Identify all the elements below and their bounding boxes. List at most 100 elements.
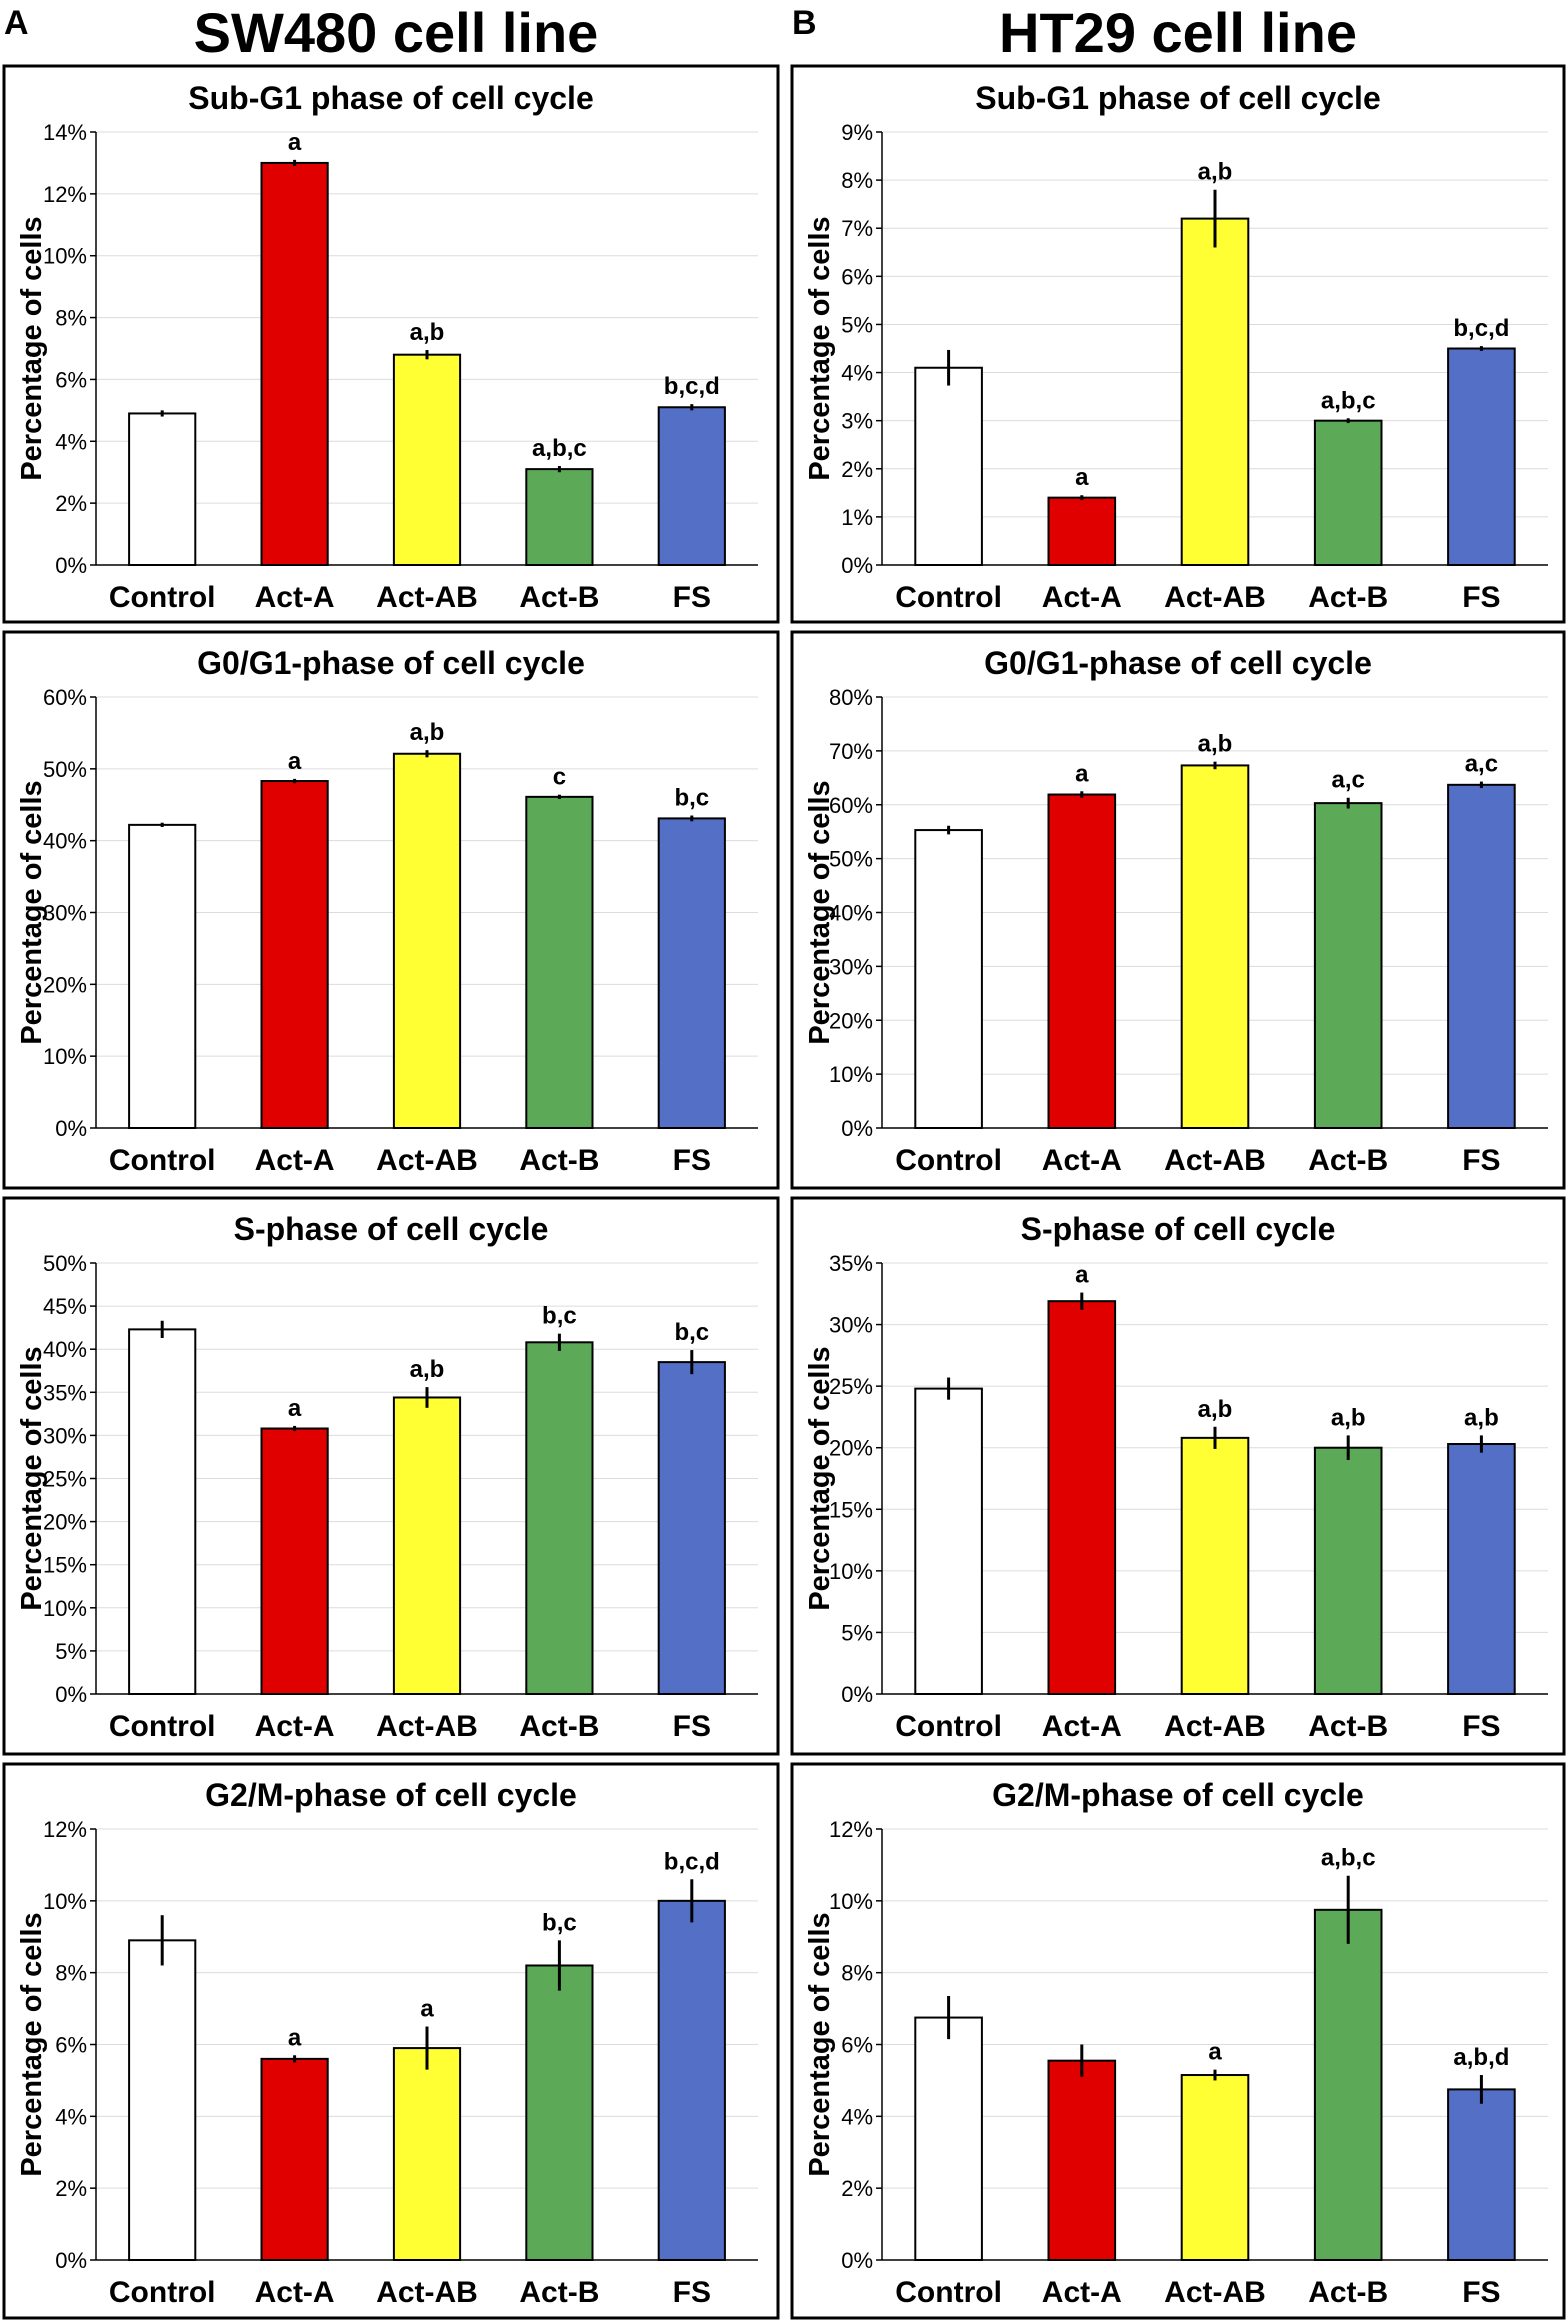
chart-frame <box>2 1762 780 2320</box>
y-tick-label: 0% <box>841 1116 873 1141</box>
significance-label-a: a <box>1075 1262 1089 1289</box>
x-tick-label-control: Control <box>109 2276 216 2309</box>
x-tick-label-act-b: Act-B <box>519 1144 599 1177</box>
bar-control <box>914 1387 983 1695</box>
bar-control <box>128 1939 197 2261</box>
y-tick-label: 20% <box>829 1008 873 1033</box>
chart-title: S-phase of cell cycle <box>1021 1211 1336 1247</box>
chart-title: Sub-G1 phase of cell cycle <box>975 80 1380 116</box>
bar-act-a <box>260 1427 329 1696</box>
y-tick-label: 30% <box>829 954 873 979</box>
bar-control <box>128 1328 197 1696</box>
y-tick-label: 12% <box>43 182 87 207</box>
x-tick-label-act-ab: Act-AB <box>376 1710 478 1743</box>
bar-act-b <box>525 1341 594 1695</box>
significance-label-b-c: b,c <box>542 1909 577 1936</box>
y-tick-label: 10% <box>43 244 87 269</box>
chart-panel-2: Sub-G1 phase of cell cycle Percentage of … <box>790 64 1566 624</box>
bar-act-a <box>1047 793 1117 1129</box>
significance-label-b-c: b,c <box>674 785 709 812</box>
y-tick-label: 40% <box>43 829 87 854</box>
bar-control <box>914 829 983 1129</box>
significance-label-a-b: a,b <box>1198 731 1233 758</box>
panel-b-letter: B <box>792 4 817 42</box>
x-tick-label-control: Control <box>895 581 1002 614</box>
x-tick-label-act-ab: Act-AB <box>376 1144 478 1177</box>
y-tick-label: 10% <box>43 1596 87 1621</box>
bar-fs <box>657 1361 726 1695</box>
chart-title: S-phase of cell cycle <box>234 1211 549 1247</box>
y-axis-label: Percentage of cells <box>804 216 836 480</box>
y-tick-label: 5% <box>55 1639 87 1664</box>
y-tick-label: 15% <box>43 1553 87 1578</box>
x-tick-label-act-ab: Act-AB <box>376 2276 478 2309</box>
x-tick-label-act-ab: Act-AB <box>376 581 478 614</box>
bar-fs <box>1447 783 1516 1129</box>
y-tick-label: 40% <box>829 901 873 926</box>
bar-act-ab <box>392 353 462 566</box>
y-tick-label: 12% <box>43 1817 87 1842</box>
bar-act-b <box>525 795 594 1129</box>
x-tick-label-fs: FS <box>673 2276 711 2309</box>
x-tick-label-fs: FS <box>673 581 711 614</box>
y-tick-label: 30% <box>43 901 87 926</box>
x-tick-label-act-b: Act-B <box>1308 2276 1388 2309</box>
x-tick-label-act-a: Act-A <box>255 581 335 614</box>
column-b-title: HT29 cell line <box>999 1 1357 64</box>
y-tick-label: 10% <box>829 1889 873 1914</box>
y-tick-label: 70% <box>829 739 873 764</box>
y-tick-label: 0% <box>55 1682 87 1707</box>
significance-label-b-c-d: b,c,d <box>664 1848 720 1875</box>
bar-act-a <box>1047 496 1117 566</box>
y-axis-label: Percentage of cells <box>16 1912 48 2176</box>
y-tick-label: 5% <box>841 1620 873 1645</box>
x-tick-label-control: Control <box>109 1144 216 1177</box>
bar-act-b <box>1313 802 1383 1129</box>
y-tick-label: 0% <box>55 553 87 578</box>
significance-label-a: a <box>420 1996 434 2023</box>
chart-panel-5: S-phase of cell cycle Percentage of cells… <box>2 1196 780 1756</box>
y-tick-label: 4% <box>55 429 87 454</box>
chart-frame <box>2 630 780 1190</box>
x-tick-label-fs: FS <box>673 1710 711 1743</box>
x-tick-label-act-b: Act-B <box>1308 1710 1388 1743</box>
bar-act-b <box>525 1964 594 2261</box>
y-tick-label: 20% <box>43 1510 87 1535</box>
y-tick-label: 10% <box>43 1889 87 1914</box>
y-tick-label: 50% <box>43 1251 87 1276</box>
y-tick-label: 4% <box>841 2104 873 2129</box>
x-tick-label-act-b: Act-B <box>1308 1144 1388 1177</box>
chart-title: G2/M-phase of cell cycle <box>205 1777 577 1813</box>
chart-title: G0/G1-phase of cell cycle <box>197 645 585 681</box>
y-tick-label: 35% <box>43 1380 87 1405</box>
chart-panel-3: G0/G1-phase of cell cycle Percentage of c… <box>2 630 780 1190</box>
y-tick-label: 8% <box>55 306 87 331</box>
significance-label-a: a <box>1208 2039 1222 2066</box>
significance-label-a-b-c: a,b,c <box>1321 1845 1376 1872</box>
bar-fs <box>1447 347 1516 566</box>
y-tick-label: 8% <box>841 168 873 193</box>
significance-label-a: a <box>1075 760 1089 787</box>
y-tick-label: 2% <box>841 457 873 482</box>
y-tick-label: 6% <box>55 2033 87 2058</box>
bar-act-a <box>260 161 329 567</box>
significance-label-a: a <box>288 1395 302 1422</box>
x-tick-label-control: Control <box>109 581 216 614</box>
y-tick-label: 2% <box>55 2176 87 2201</box>
y-tick-label: 9% <box>841 120 873 145</box>
y-axis-label: Percentage of cells <box>16 1346 48 1610</box>
y-tick-label: 25% <box>43 1467 87 1492</box>
y-tick-label: 6% <box>55 367 87 392</box>
x-tick-label-act-a: Act-A <box>1042 1144 1122 1177</box>
significance-label-a-b: a,b <box>1198 1396 1233 1423</box>
bar-act-ab <box>1180 1436 1250 1696</box>
y-tick-label: 5% <box>841 312 873 337</box>
chart-frame <box>2 64 780 624</box>
x-tick-label-control: Control <box>109 1710 216 1743</box>
chart-frame <box>790 1762 1566 2320</box>
x-tick-label-act-b: Act-B <box>1308 581 1388 614</box>
bar-fs <box>657 1899 726 2262</box>
y-tick-label: 6% <box>841 264 873 289</box>
significance-label-c: c <box>553 764 566 791</box>
y-tick-label: 0% <box>841 1682 873 1707</box>
